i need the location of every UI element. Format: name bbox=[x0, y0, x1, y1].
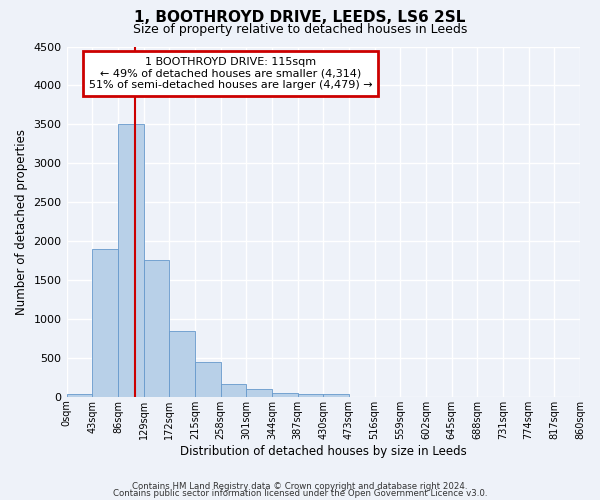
Text: 1, BOOTHROYD DRIVE, LEEDS, LS6 2SL: 1, BOOTHROYD DRIVE, LEEDS, LS6 2SL bbox=[134, 10, 466, 25]
Text: Size of property relative to detached houses in Leeds: Size of property relative to detached ho… bbox=[133, 22, 467, 36]
Bar bbox=[195, 362, 221, 397]
Text: Contains HM Land Registry data © Crown copyright and database right 2024.: Contains HM Land Registry data © Crown c… bbox=[132, 482, 468, 491]
Bar bbox=[221, 384, 246, 397]
X-axis label: Distribution of detached houses by size in Leeds: Distribution of detached houses by size … bbox=[180, 444, 467, 458]
Bar bbox=[246, 390, 272, 397]
Bar bbox=[323, 394, 349, 397]
Bar bbox=[118, 124, 143, 397]
Text: 1 BOOTHROYD DRIVE: 115sqm
← 49% of detached houses are smaller (4,314)
51% of se: 1 BOOTHROYD DRIVE: 115sqm ← 49% of detac… bbox=[89, 57, 373, 90]
Bar bbox=[169, 332, 195, 397]
Bar bbox=[272, 392, 298, 397]
Bar bbox=[143, 260, 169, 397]
Y-axis label: Number of detached properties: Number of detached properties bbox=[15, 128, 28, 314]
Text: Contains public sector information licensed under the Open Government Licence v3: Contains public sector information licen… bbox=[113, 489, 487, 498]
Bar bbox=[67, 394, 92, 397]
Bar bbox=[92, 249, 118, 397]
Bar bbox=[298, 394, 323, 397]
